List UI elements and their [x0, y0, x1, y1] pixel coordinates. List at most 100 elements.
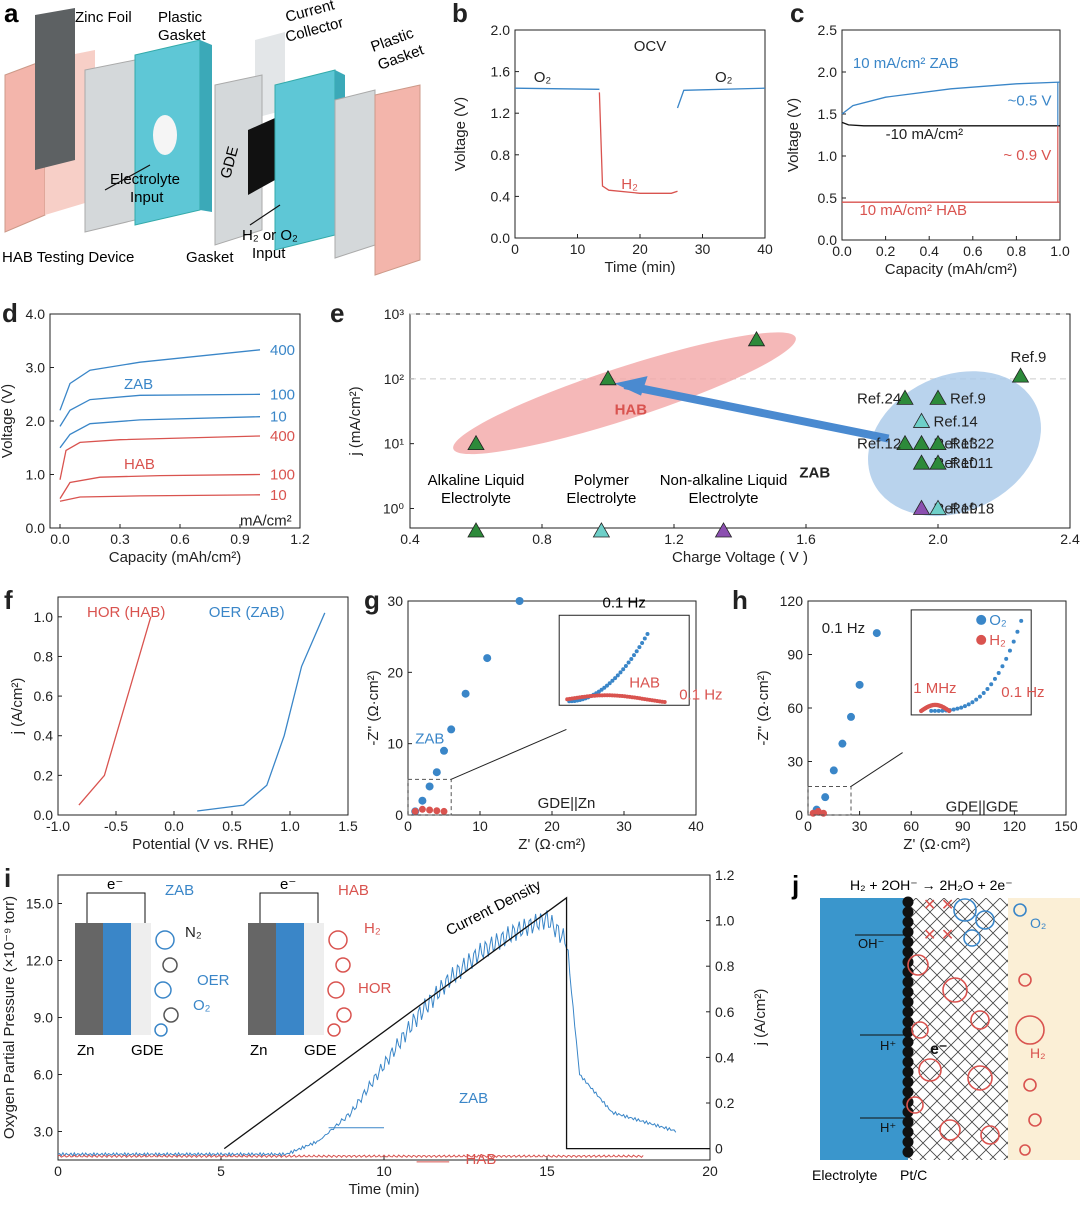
gas-bubble	[980, 1125, 1000, 1145]
n2-label: N₂	[185, 924, 202, 941]
y-tick-label: 3.0	[34, 1124, 54, 1140]
x-tick-label: 0.0	[164, 818, 184, 834]
y-tick-label: 20	[387, 664, 403, 680]
h2-label: H₂	[621, 176, 638, 193]
current-density-curve	[223, 896, 710, 1150]
inset-zab-point	[640, 640, 645, 645]
cat1-line1: Alkaline Liquid	[428, 472, 525, 489]
inset-frame	[910, 609, 1032, 716]
y2-tick-label: 0.6	[715, 1004, 735, 1020]
end-plate-right	[374, 84, 421, 276]
point-label-16: Ref.18	[950, 500, 994, 517]
gas-bubble	[918, 1058, 942, 1082]
gas-bubble	[1015, 1015, 1045, 1045]
ptc-particle	[902, 1086, 914, 1098]
x-tick-label: 0.3	[110, 531, 130, 547]
ptc-particle	[902, 1146, 914, 1158]
x-tick-label: 10	[376, 1163, 392, 1179]
ptc-particle	[902, 966, 914, 978]
y-tick-label: 12.0	[26, 953, 53, 969]
neg-series-label: -10 mA/cm²	[886, 126, 964, 143]
inset-hz2: 0.1 Hz	[1001, 684, 1044, 701]
inset-zab-point	[634, 649, 639, 654]
zoom-box	[407, 778, 452, 816]
point-label-12: Ref.22	[950, 436, 994, 453]
electrolyte-layer	[103, 923, 131, 1035]
point-10	[896, 434, 914, 451]
inset-h2-point	[947, 708, 952, 714]
cross-mark-2: ✕ ✕	[923, 927, 954, 944]
point-11	[912, 434, 931, 451]
gde-label: GDE	[131, 1042, 164, 1059]
x-tick-label: 60	[903, 818, 919, 834]
cell-title: HAB	[338, 882, 369, 899]
y-tick-label: 9.0	[34, 1010, 54, 1026]
zoom-arrow	[451, 728, 567, 780]
label-zinc-foil: Zinc Foil	[75, 9, 132, 26]
x-tick-label: 1.2	[290, 531, 310, 547]
zab-point	[515, 597, 524, 605]
point-label-14: Ref.11	[950, 455, 993, 472]
electron-label: e⁻	[930, 1041, 947, 1058]
y-tick-label: 30	[387, 593, 403, 609]
chart-g: g 0 10 20 30 40 0 10 20 30 Z' (Ω·cm²) -Z'' (Ω·cm²) Z…	[364, 585, 723, 853]
y-tick-label: 0	[795, 807, 803, 823]
y-tick-label: 0.8	[491, 147, 511, 163]
panel-h-label: h	[732, 585, 748, 615]
panel-c-label: c	[790, 0, 804, 28]
y-tick-label: 1.0	[818, 148, 838, 164]
legend-h2-label: H₂	[989, 632, 1006, 649]
y-tick-label: 1.5	[818, 106, 838, 122]
y-tick-label: 1.2	[491, 105, 511, 121]
y-tick-label: 0.0	[26, 520, 46, 536]
y2-tick-label: 1.0	[715, 913, 735, 929]
current-density-label: Current Density	[443, 877, 544, 940]
x-tick-label: 0.2	[876, 243, 896, 259]
reaction-schematic: j H₂ + 2OH⁻ → 2H₂O + 2e⁻ OH⁻ H⁺ H⁺ e⁻ O₂…	[791, 870, 1080, 1183]
label-electrolyte-a: Electrolyte	[110, 171, 180, 188]
electrolyte-label: Electrolyte	[812, 1167, 878, 1183]
point-5	[714, 522, 733, 538]
zab-point	[447, 725, 456, 734]
hab-curve	[57, 1154, 644, 1159]
ptc-particle	[902, 1136, 914, 1148]
series-0	[841, 81, 1061, 115]
y-tick-label: 60	[787, 700, 803, 716]
label-plastic-gasket-1a: Plastic	[158, 9, 203, 26]
panel-h: h 0 30 60 90 120 150 0 30 60 90 120 Z' (Ω·cm²) -Z'' (…	[730, 585, 1080, 865]
point-2	[747, 330, 766, 347]
y-tick-label: 10⁰	[383, 500, 405, 516]
plastic-gasket-2	[274, 69, 336, 251]
trend-arrowhead	[614, 376, 648, 396]
inset-zab-point	[607, 681, 612, 686]
x-tick-label: 0.4	[400, 531, 420, 547]
panel-j-label: j	[791, 870, 799, 900]
ptc-particle	[902, 1006, 914, 1018]
gas-bubble	[1028, 1113, 1042, 1127]
bubble	[327, 1023, 341, 1037]
series-2	[59, 416, 261, 449]
inset-hab-point	[662, 700, 667, 705]
y-tick-label: 6.0	[34, 1067, 54, 1083]
gas-bubble	[963, 929, 981, 947]
zab-point	[425, 782, 434, 791]
label-electrolyte-b: Input	[130, 189, 164, 206]
inset-o2-point	[1011, 639, 1016, 644]
hz-label: 0.1 Hz	[822, 620, 865, 637]
inset-o2-point	[955, 706, 960, 711]
y-tick-label: 90	[787, 647, 803, 663]
zab-point	[418, 796, 427, 805]
zn-layer	[248, 923, 276, 1035]
gas-bubble	[911, 1021, 929, 1039]
zoom-box	[807, 785, 852, 816]
y2-tick-label: 0.2	[715, 1095, 735, 1111]
point-6	[1011, 367, 1030, 383]
x-axis-label: Capacity (mAh/cm²)	[885, 261, 1018, 278]
panel-b-label: b	[452, 0, 468, 28]
x-tick-label: 30	[852, 818, 868, 834]
point-15	[912, 499, 931, 515]
inset-o2-point	[992, 676, 997, 681]
inset-zab-point	[602, 685, 607, 690]
h2-point	[819, 809, 827, 817]
gasket-hole	[153, 115, 177, 155]
